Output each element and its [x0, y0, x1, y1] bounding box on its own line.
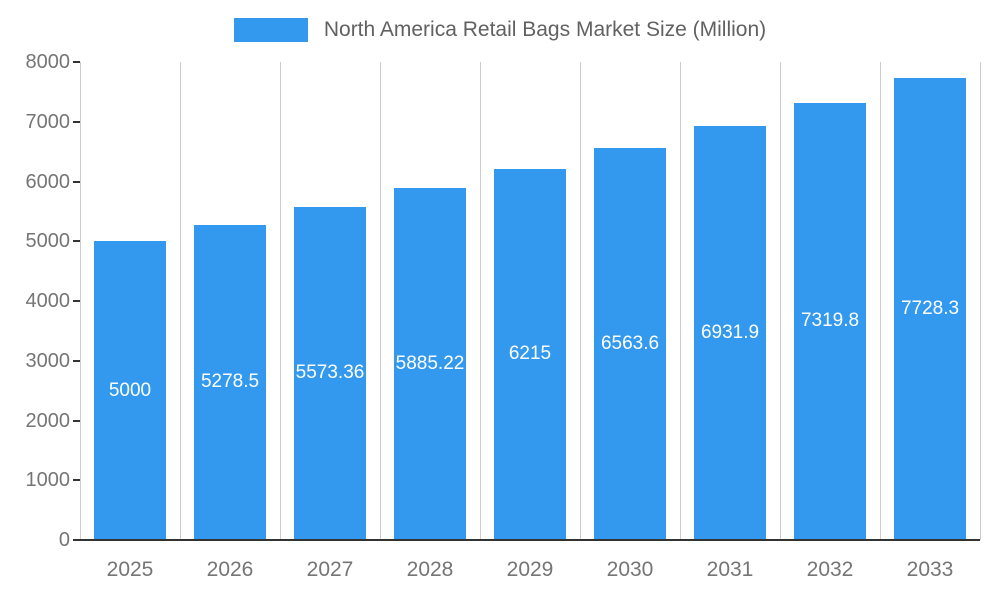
- y-tick-label: 8000: [25, 51, 71, 73]
- bar[interactable]: [694, 125, 766, 540]
- x-tick-label: 2029: [506, 558, 554, 581]
- y-tick-mark: [73, 419, 80, 422]
- y-tick-mark: [73, 240, 80, 243]
- bar[interactable]: [494, 168, 566, 540]
- y-tick-mark: [73, 300, 80, 302]
- x-tick-label: 2033: [906, 558, 954, 581]
- bar[interactable]: [294, 206, 366, 540]
- legend-swatch: [233, 18, 308, 42]
- legend-label: North America Retail Bags Market Size (M…: [323, 18, 767, 41]
- y-tick-mark: [73, 61, 80, 63]
- y-tick-mark: [73, 120, 80, 123]
- v-gridline: [879, 62, 881, 540]
- y-tick-label: 5000: [25, 230, 71, 253]
- y-tick-label: 4000: [25, 290, 71, 312]
- y-tick-label: 3000: [25, 349, 71, 372]
- y-tick-mark: [73, 180, 80, 183]
- bar[interactable]: [194, 224, 266, 540]
- v-gridline: [979, 62, 981, 540]
- y-tick-label: 1000: [25, 469, 71, 492]
- bar[interactable]: [794, 102, 866, 540]
- v-gridline: [79, 62, 81, 540]
- x-tick-label: 2028: [406, 558, 454, 581]
- bar-value-label: 7319.8: [800, 310, 860, 332]
- v-gridline: [579, 62, 581, 540]
- x-tick-label: 2025: [106, 558, 154, 581]
- bar-value-label: 5000: [108, 379, 152, 401]
- x-tick-label: 2032: [806, 558, 854, 581]
- y-tick-label: 7000: [25, 110, 71, 133]
- bar[interactable]: [394, 188, 466, 540]
- bar[interactable]: [94, 241, 166, 540]
- x-tick-label: 2026: [206, 558, 254, 581]
- y-tick-label: 2000: [25, 409, 71, 432]
- bar-value-label: 6931.9: [700, 321, 760, 343]
- bar-value-label: 5885.22: [395, 353, 465, 375]
- bar-value-label: 6563.6: [600, 332, 660, 354]
- v-gridline: [479, 62, 481, 540]
- x-axis-baseline: [73, 539, 980, 541]
- v-gridline: [679, 62, 681, 540]
- bar-value-label: 7728.3: [900, 298, 960, 320]
- x-tick-label: 2030: [606, 558, 654, 581]
- bar-value-label: 5573.36: [295, 362, 365, 384]
- bar-value-label: 6215: [508, 343, 552, 365]
- v-gridline: [379, 62, 381, 540]
- y-tick-label: 6000: [25, 170, 71, 193]
- x-tick-label: 2027: [306, 558, 354, 581]
- y-tick-label: 0: [58, 529, 70, 551]
- v-gridline: [279, 62, 281, 540]
- bar[interactable]: [594, 147, 666, 540]
- bar-value-label: 5278.5: [200, 371, 260, 393]
- v-gridline: [779, 62, 781, 540]
- v-gridline: [179, 62, 181, 540]
- y-tick-mark: [73, 479, 80, 482]
- y-tick-mark: [73, 359, 80, 362]
- x-tick-label: 2031: [706, 558, 754, 581]
- chart-legend: North America Retail Bags Market Size (M…: [0, 18, 1000, 42]
- bar[interactable]: [894, 78, 966, 540]
